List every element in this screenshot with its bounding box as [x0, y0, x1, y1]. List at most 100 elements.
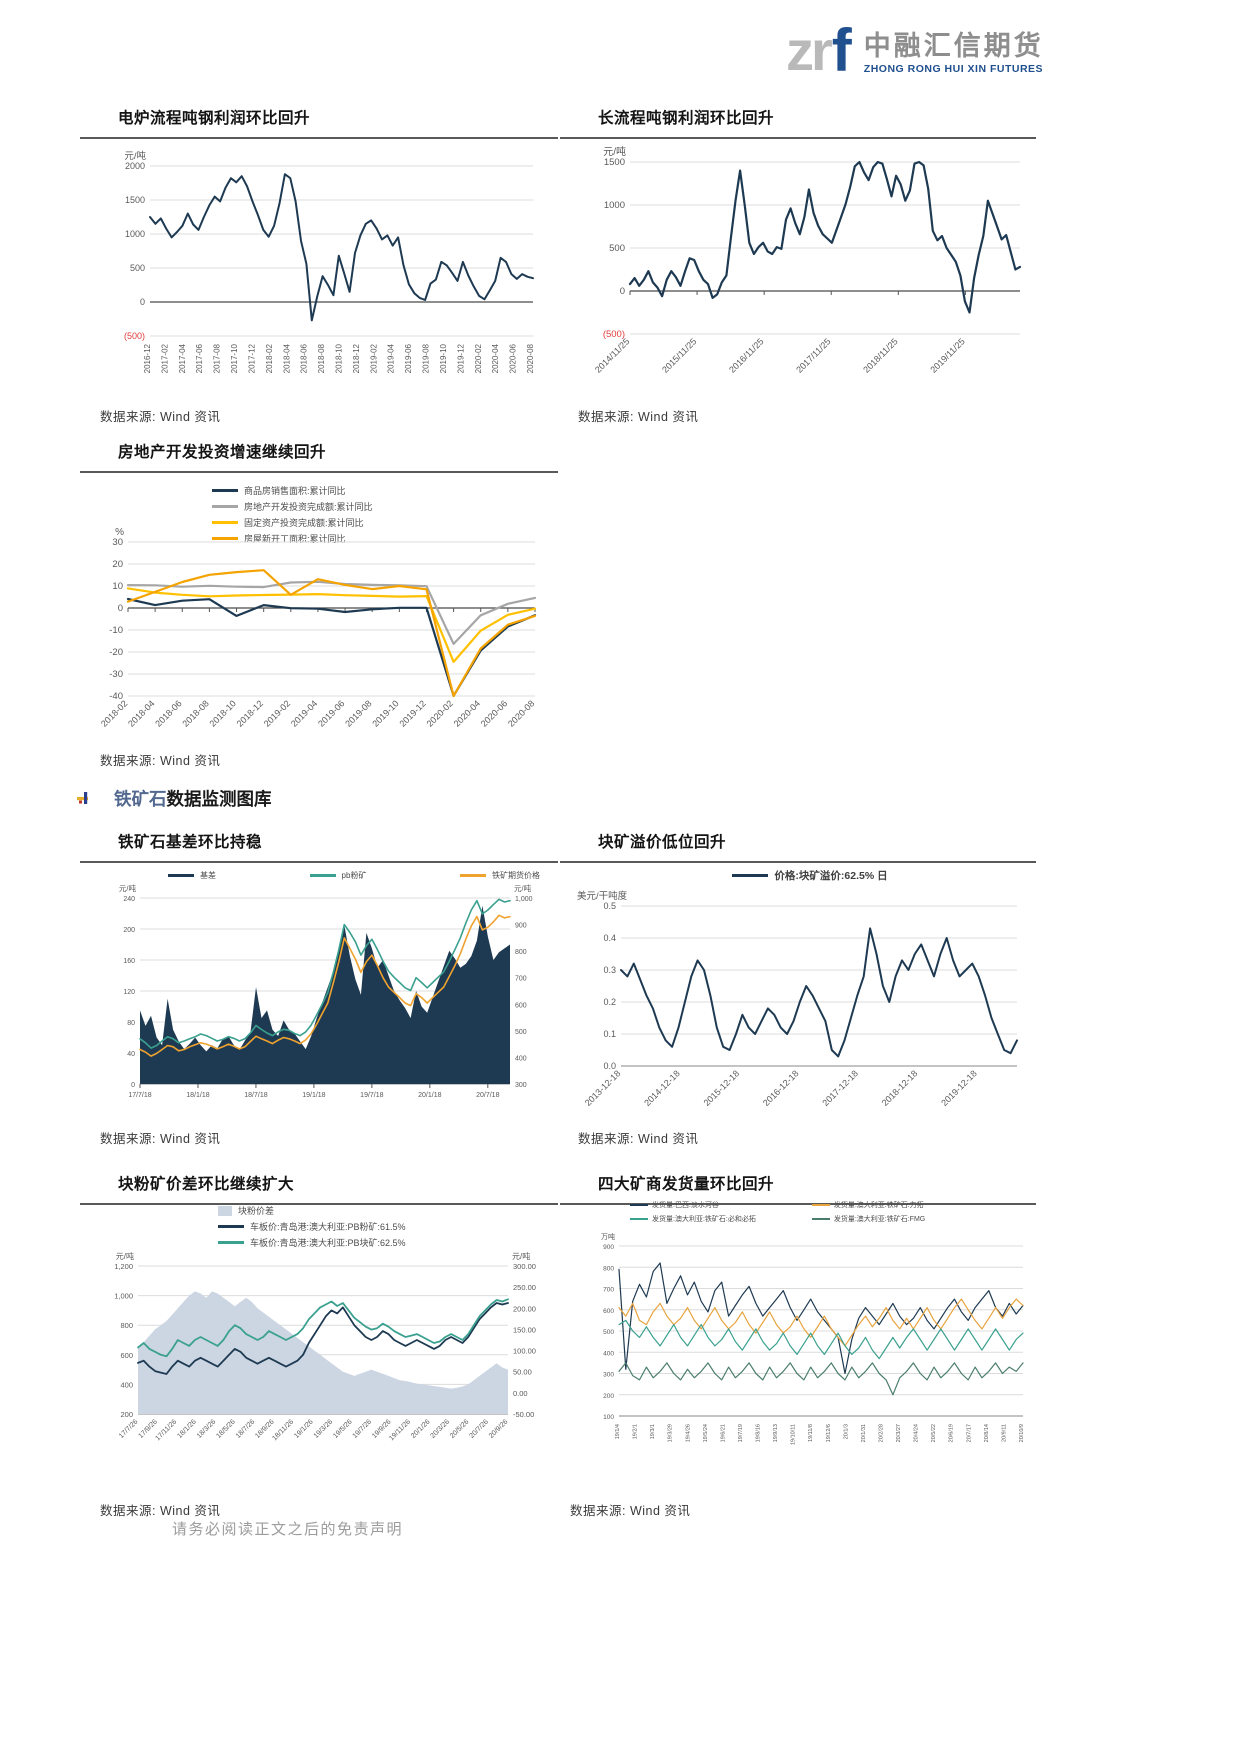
legend-item: 发货量:澳大利亚:铁矿石:FMG — [811, 1214, 926, 1224]
svg-text:200.00: 200.00 — [513, 1304, 536, 1313]
svg-text:2019-06: 2019-06 — [404, 343, 413, 373]
kuaifen-chart-svg: 1,200 1,000 800 600 400 200 300.00 250.00 200.00… — [114, 1251, 536, 1442]
svg-text:20/5/26: 20/5/26 — [449, 1418, 471, 1440]
svg-text:150.00: 150.00 — [513, 1325, 536, 1334]
legend-item: 发货量:澳大利亚:铁矿石:必和必拓 — [630, 1214, 756, 1224]
svg-text:1000: 1000 — [125, 229, 145, 239]
svg-text:50.00: 50.00 — [513, 1368, 532, 1377]
svg-text:2017-02: 2017-02 — [160, 343, 169, 373]
svg-text:万吨: 万吨 — [601, 1232, 615, 1241]
svg-text:19/11/8: 19/11/8 — [808, 1424, 814, 1442]
chart-title-text: 块粉矿价差环比继续扩大 — [118, 1176, 295, 1193]
svg-text:美元/干吨度: 美元/干吨度 — [577, 890, 628, 902]
chart-title-real-estate: 房地产开发投资增速继续回升 — [80, 440, 558, 473]
svg-text:2019-02: 2019-02 — [369, 343, 378, 373]
svg-text:0.1: 0.1 — [603, 1029, 616, 1039]
svg-text:2017-04: 2017-04 — [178, 343, 187, 373]
svg-text:20/4/24: 20/4/24 — [914, 1424, 920, 1442]
chart-title-basis: 铁矿石基差环比持稳 — [80, 830, 558, 863]
legend-label: 发货量:澳大利亚:铁矿石:FMG — [833, 1216, 926, 1223]
svg-text:200: 200 — [123, 927, 135, 934]
legend-label: 价格:块矿溢价:62.5% 日 — [774, 870, 888, 882]
logo-names: 中融汇信期货 ZHONG RONG HUI XIN FUTURES — [863, 24, 1044, 76]
svg-text:100.00: 100.00 — [513, 1347, 536, 1356]
fangdichan-chart-svg: 3020100-10-20-30-40%2018-022018-042018-0… — [99, 527, 536, 729]
legend-swatch — [732, 874, 769, 877]
kuangshang-chart-svg: 900 800 700 600 500 400 300 200 100 万吨 19/1/4 19/2/… — [601, 1232, 1025, 1445]
svg-text:700: 700 — [603, 1287, 614, 1294]
data-source-caption: 数据来源: Wind 资讯 — [100, 410, 221, 424]
svg-text:20/6/19: 20/6/19 — [949, 1424, 955, 1442]
data-source-caption: 数据来源: Wind 资讯 — [100, 1504, 221, 1518]
logo-company-name-cn: 中融汇信期货 — [863, 31, 1044, 61]
legend-swatch — [630, 1204, 648, 1206]
svg-text:0.5: 0.5 — [603, 901, 616, 911]
svg-text:2019-10: 2019-10 — [370, 698, 400, 728]
svg-text:17/7/18: 17/7/18 — [128, 1092, 151, 1099]
miners-shipments-chart: 900 800 700 600 500 400 300 200 100 万吨 19/1/4 19/2/… — [585, 1230, 1035, 1467]
svg-text:2017-08: 2017-08 — [213, 343, 222, 373]
chart-title-text: 房地产开发投资增速继续回升 — [118, 444, 327, 461]
svg-text:2018-06: 2018-06 — [153, 698, 183, 728]
svg-text:19/3/29: 19/3/29 — [668, 1424, 674, 1442]
electric-furnace-profit-chart: 2000 1500 1000 500 0 (500) 元/吨 2016-12 2017-02 20… — [98, 142, 545, 405]
legend-item: 基差 — [168, 870, 216, 881]
real-estate-legend: 商品房销售面积:累计同比房地产开发投资完成额:累计同比 固定资产投资完成额:累计同… — [212, 484, 373, 545]
legend-item: 房地产开发投资完成额:累计同比 — [212, 500, 373, 513]
svg-text:20/1/31: 20/1/31 — [861, 1424, 867, 1442]
svg-text:2019-08: 2019-08 — [422, 343, 431, 373]
data-source-caption: 数据来源: Wind 资讯 — [100, 1132, 221, 1146]
svg-text:-20: -20 — [109, 647, 123, 658]
svg-text:-50.00: -50.00 — [513, 1410, 534, 1419]
legend-label: 发货量:巴西:淡水河谷 — [652, 1202, 719, 1209]
iron-ore-basis-chart: 240 200 160 120 80 40 0 1,000 900 800 700 600 500 400… — [98, 882, 550, 1115]
svg-text:20/7/18: 20/7/18 — [476, 1092, 499, 1099]
svg-text:19/1/26: 19/1/26 — [293, 1418, 315, 1440]
svg-text:19/11/26: 19/11/26 — [388, 1418, 412, 1442]
legend-item: 商品房销售面积:累计同比 — [212, 484, 373, 497]
jicha-chart-svg: 240200160120804001,000900800700600500400… — [119, 883, 533, 1099]
svg-text:18/11/26: 18/11/26 — [271, 1418, 295, 1442]
legend-label: 商品房销售面积:累计同比 — [244, 486, 346, 496]
svg-text:(500): (500) — [603, 329, 625, 340]
svg-text:20/1/3: 20/1/3 — [843, 1424, 849, 1439]
svg-text:18/7/26: 18/7/26 — [235, 1418, 257, 1440]
svg-text:2020-04: 2020-04 — [491, 343, 500, 373]
svg-text:1,000: 1,000 — [515, 896, 533, 903]
svg-text:2019-04: 2019-04 — [289, 698, 319, 728]
legend-swatch — [218, 1241, 244, 1244]
svg-text:900: 900 — [515, 923, 527, 930]
svg-text:2013-12-18: 2013-12-18 — [583, 1068, 623, 1108]
svg-text:19/7/18: 19/7/18 — [360, 1092, 383, 1099]
legend-swatch — [212, 489, 238, 492]
svg-text:2019-02: 2019-02 — [262, 698, 292, 728]
chart-title-text: 电炉流程吨钢利润环比回升 — [118, 110, 311, 127]
real-estate-investment-chart: 30 20 10 0 -10 -20 -30 -40% 2018-02 2018-04 2018-0… — [82, 520, 547, 757]
svg-text:2018-08: 2018-08 — [180, 698, 210, 728]
svg-text:19/12/6: 19/12/6 — [826, 1424, 832, 1442]
svg-text:2019-12: 2019-12 — [397, 698, 427, 728]
svg-text:30: 30 — [112, 537, 123, 548]
svg-text:2018-12: 2018-12 — [235, 698, 265, 728]
legend-label: 铁矿期货价格 — [492, 871, 540, 880]
svg-text:20/10/9: 20/10/9 — [1019, 1424, 1025, 1442]
legend-swatch — [460, 874, 486, 877]
svg-text:2020-02: 2020-02 — [425, 698, 455, 728]
svg-text:2019-10: 2019-10 — [439, 343, 448, 373]
legend-swatch — [218, 1205, 232, 1216]
data-source-caption: 数据来源: Wind 资讯 — [578, 1132, 699, 1146]
svg-text:0: 0 — [140, 297, 145, 307]
lump-premium-chart: 0.5 0.4 0.3 0.2 0.1 0.0 美元/干吨度 2013-12-18 2014-1… — [575, 886, 1033, 1137]
svg-text:2020-06: 2020-06 — [479, 698, 509, 728]
svg-text:元/吨: 元/吨 — [512, 1251, 530, 1261]
svg-text:2018-02: 2018-02 — [99, 698, 129, 728]
svg-text:2020-04: 2020-04 — [452, 698, 482, 728]
legend-label: 房地产开发投资完成额:累计同比 — [244, 502, 373, 512]
svg-text:17/7/26: 17/7/26 — [118, 1418, 140, 1440]
svg-text:900: 900 — [603, 1244, 614, 1251]
svg-text:20/7/17: 20/7/17 — [966, 1424, 972, 1442]
svg-text:2017-06: 2017-06 — [195, 343, 204, 373]
legend-label: 固定资产投资完成额:累计同比 — [244, 518, 364, 528]
section-header-iron-ore: 铁矿石 数据监测图库 — [76, 786, 272, 811]
svg-text:20/3/27: 20/3/27 — [896, 1424, 902, 1442]
